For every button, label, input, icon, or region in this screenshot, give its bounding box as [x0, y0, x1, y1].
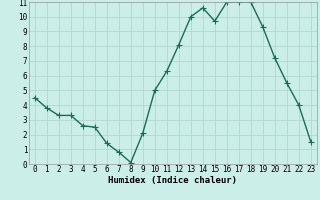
X-axis label: Humidex (Indice chaleur): Humidex (Indice chaleur)	[108, 176, 237, 185]
